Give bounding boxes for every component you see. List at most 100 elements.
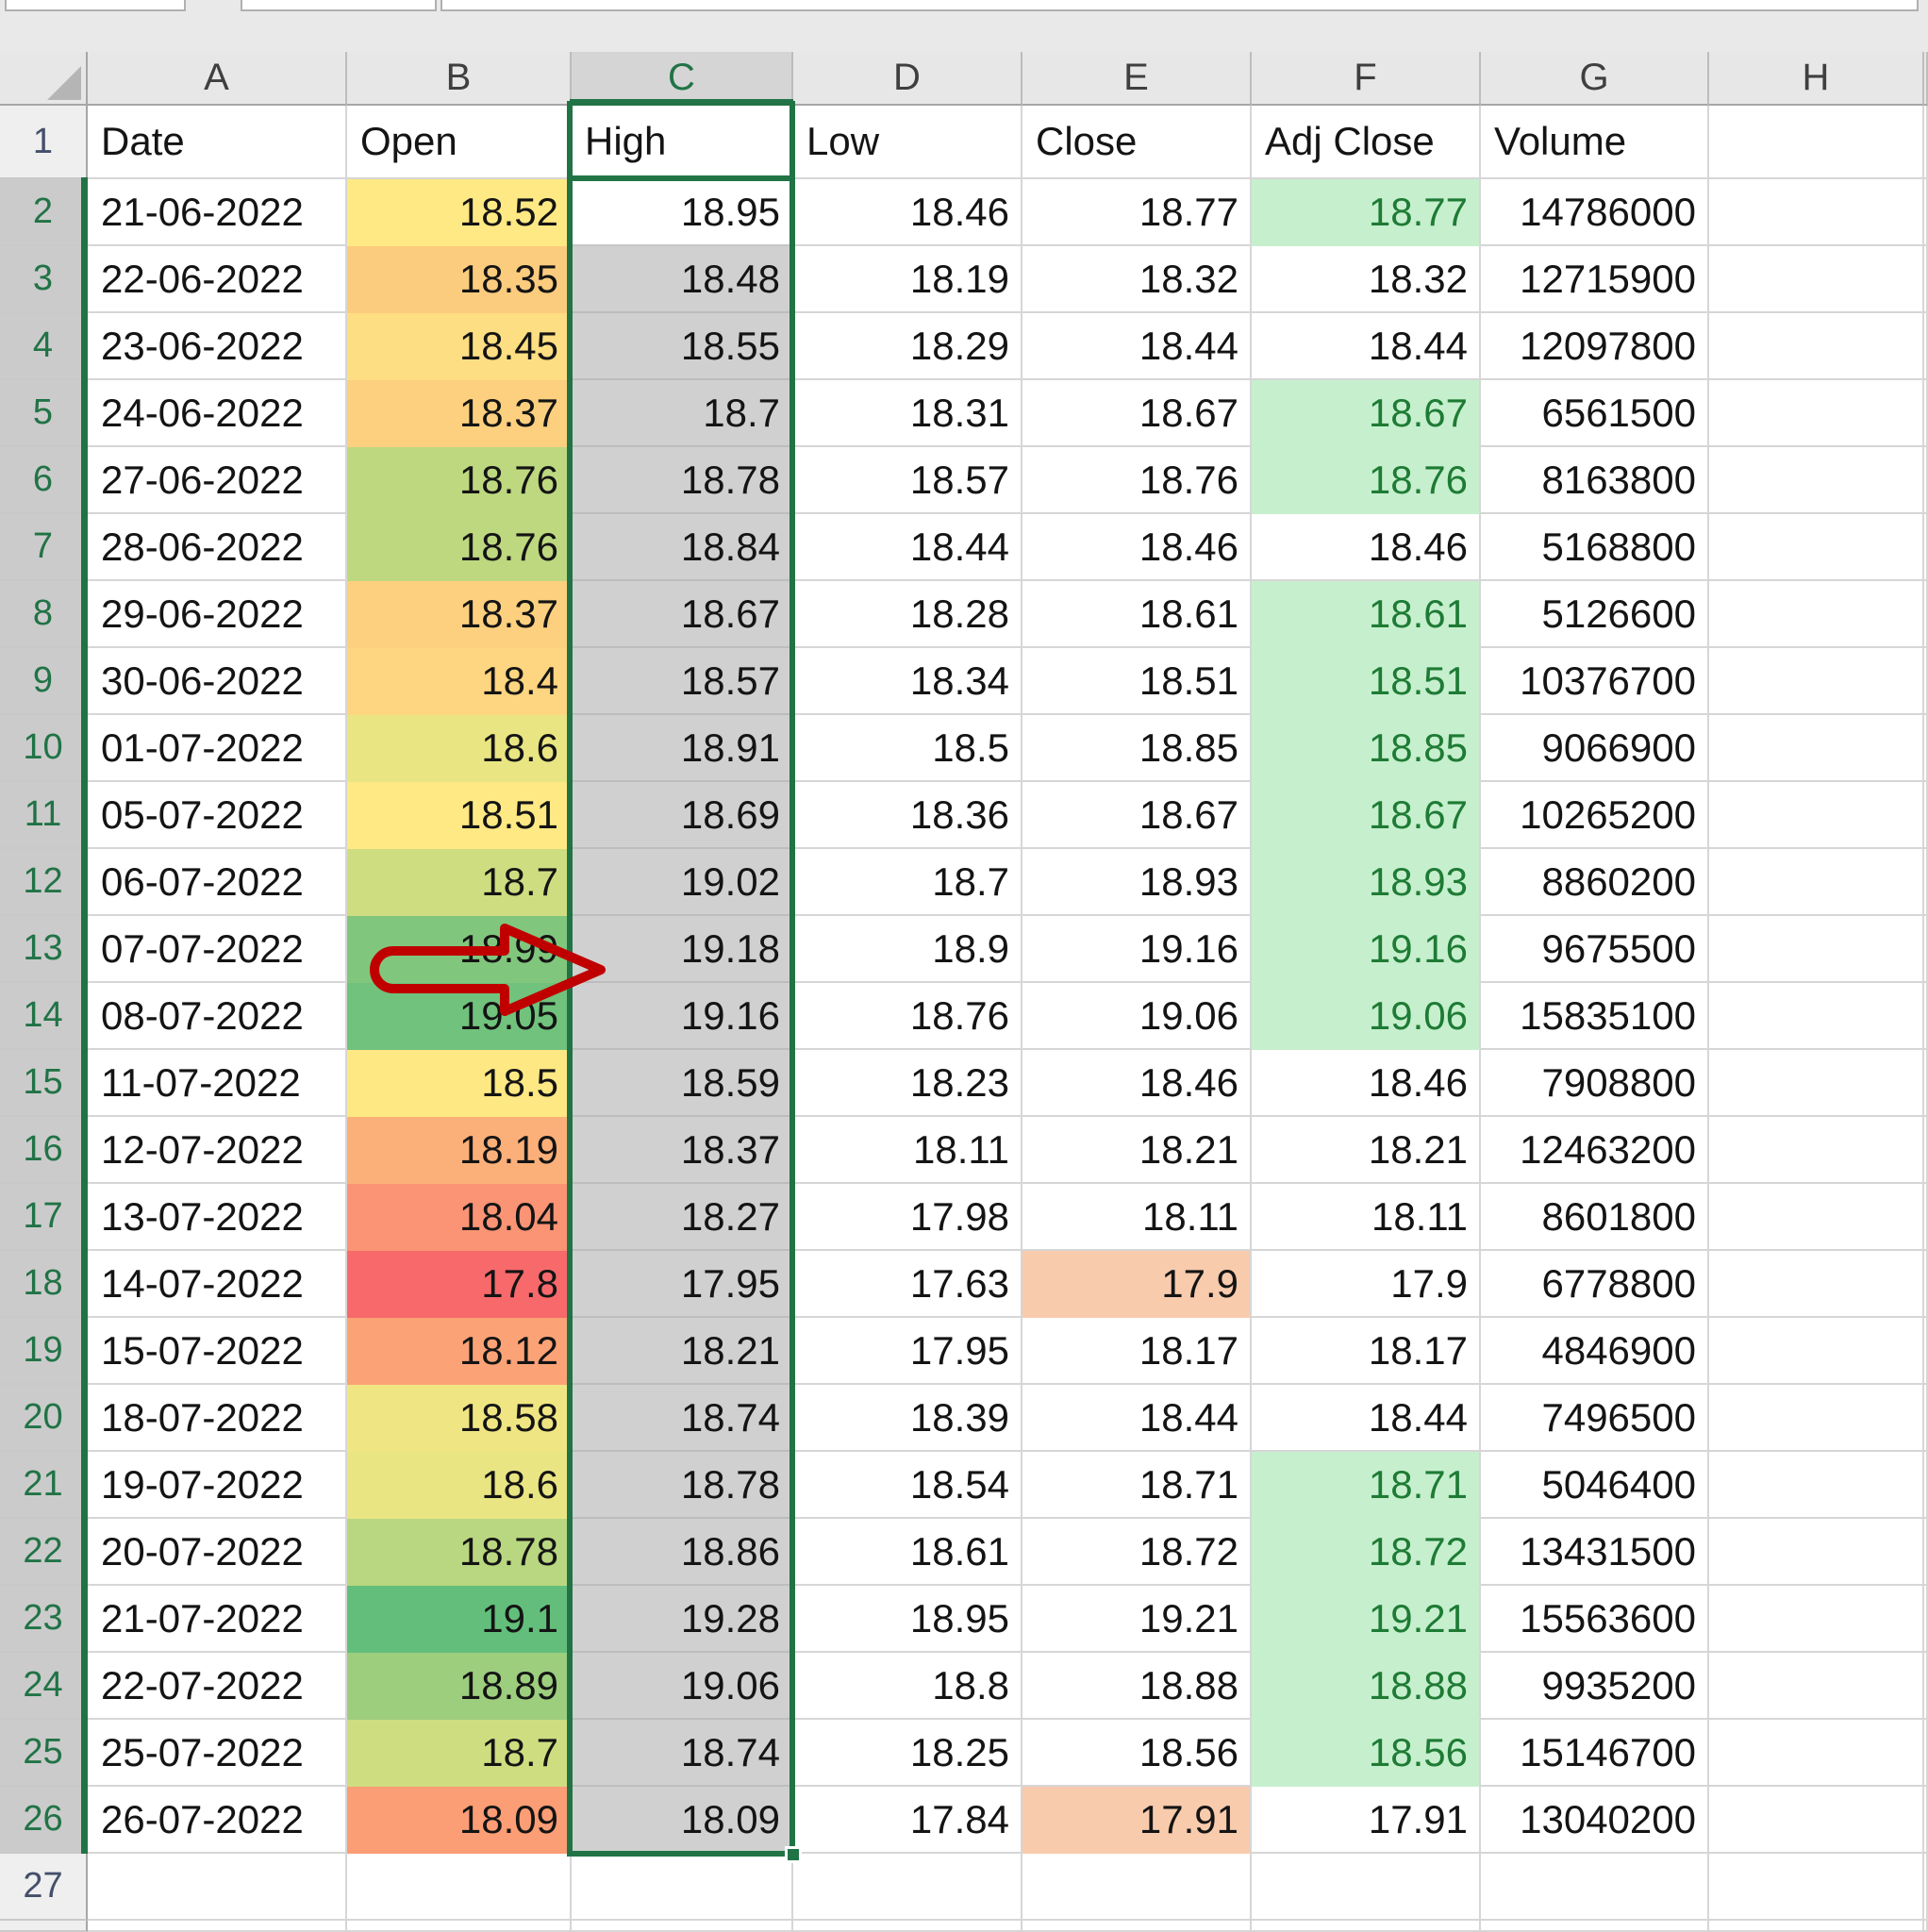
row-number[interactable]: 25	[0, 1720, 88, 1787]
row-number[interactable]: 7	[0, 514, 88, 581]
row-number[interactable]: 20	[0, 1385, 88, 1452]
field-header-volume[interactable]: Volume	[1481, 106, 1709, 179]
fill-handle[interactable]	[785, 1846, 802, 1863]
column-header-e[interactable]: E	[1022, 52, 1252, 106]
cell-empty[interactable]	[1924, 1653, 1928, 1720]
cell-date[interactable]: 12-07-2022	[88, 1117, 347, 1184]
cell-adj-close[interactable]: 18.67	[1252, 782, 1481, 849]
row-number[interactable]: 17	[0, 1184, 88, 1251]
row-number[interactable]: 10	[0, 715, 88, 782]
cell-high[interactable]: 18.67	[572, 581, 793, 648]
row-number[interactable]	[0, 1921, 88, 1932]
cell-empty[interactable]	[1924, 1452, 1928, 1519]
cell-close[interactable]: 17.9	[1022, 1251, 1252, 1318]
cell-volume[interactable]: 8860200	[1481, 849, 1709, 916]
cell-empty[interactable]	[1924, 106, 1928, 179]
cell-close[interactable]: 18.46	[1022, 1050, 1252, 1117]
cell-date[interactable]: 20-07-2022	[88, 1519, 347, 1586]
column-header-partial[interactable]	[1924, 52, 1928, 106]
cell-date[interactable]: 15-07-2022	[88, 1318, 347, 1385]
row-number[interactable]: 22	[0, 1519, 88, 1586]
cell-low[interactable]: 18.8	[793, 1653, 1022, 1720]
cell-date[interactable]: 30-06-2022	[88, 648, 347, 715]
cell-empty[interactable]	[1709, 648, 1924, 715]
cell-empty[interactable]	[88, 1921, 347, 1932]
cell-volume[interactable]: 6778800	[1481, 1251, 1709, 1318]
cell-volume[interactable]: 9066900	[1481, 715, 1709, 782]
cell-empty[interactable]	[793, 1854, 1022, 1921]
cell-date[interactable]: 23-06-2022	[88, 313, 347, 380]
cell-high[interactable]: 18.55	[572, 313, 793, 380]
row-number[interactable]: 26	[0, 1787, 88, 1854]
cell-low[interactable]: 18.11	[793, 1117, 1022, 1184]
cell-adj-close[interactable]: 19.06	[1252, 983, 1481, 1050]
name-box[interactable]	[5, 0, 186, 11]
cell-adj-close[interactable]: 18.32	[1252, 246, 1481, 313]
cell-high[interactable]: 19.18	[572, 916, 793, 983]
row-number[interactable]: 9	[0, 648, 88, 715]
cell-empty[interactable]	[1709, 1385, 1924, 1452]
cell-open[interactable]: 18.09	[347, 1787, 572, 1854]
cell-adj-close[interactable]: 18.72	[1252, 1519, 1481, 1586]
cell-empty[interactable]	[572, 1854, 793, 1921]
cell-empty[interactable]	[1924, 782, 1928, 849]
cell-low[interactable]: 17.95	[793, 1318, 1022, 1385]
row-number[interactable]: 27	[0, 1854, 88, 1921]
row-number[interactable]: 6	[0, 447, 88, 514]
column-header-f[interactable]: F	[1252, 52, 1481, 106]
cell-volume[interactable]: 12097800	[1481, 313, 1709, 380]
cell-empty[interactable]	[1924, 313, 1928, 380]
column-header-b[interactable]: B	[347, 52, 572, 106]
cell-date[interactable]: 14-07-2022	[88, 1251, 347, 1318]
cell-high[interactable]: 19.16	[572, 983, 793, 1050]
cell-date[interactable]: 11-07-2022	[88, 1050, 347, 1117]
column-header-g[interactable]: G	[1481, 52, 1709, 106]
cell-low[interactable]: 18.61	[793, 1519, 1022, 1586]
cell-close[interactable]: 18.93	[1022, 849, 1252, 916]
cell-close[interactable]: 18.17	[1022, 1318, 1252, 1385]
cell-open[interactable]: 18.58	[347, 1385, 572, 1452]
cell-volume[interactable]: 9675500	[1481, 916, 1709, 983]
cell-close[interactable]: 19.06	[1022, 983, 1252, 1050]
cell-low[interactable]: 18.23	[793, 1050, 1022, 1117]
row-number[interactable]: 18	[0, 1251, 88, 1318]
cell-empty[interactable]	[1709, 380, 1924, 447]
field-header-close[interactable]: Close	[1022, 106, 1252, 179]
cell-empty[interactable]	[88, 1854, 347, 1921]
cell-date[interactable]: 29-06-2022	[88, 581, 347, 648]
cell-high[interactable]: 18.7	[572, 380, 793, 447]
row-number[interactable]: 1	[0, 106, 88, 179]
cell-close[interactable]: 18.71	[1022, 1452, 1252, 1519]
cell-high[interactable]: 18.57	[572, 648, 793, 715]
cell-low[interactable]: 18.39	[793, 1385, 1022, 1452]
cell-volume[interactable]: 10376700	[1481, 648, 1709, 715]
row-number[interactable]: 13	[0, 916, 88, 983]
cell-low[interactable]: 18.5	[793, 715, 1022, 782]
cell-open[interactable]: 18.45	[347, 313, 572, 380]
cell-empty[interactable]	[1481, 1854, 1709, 1921]
cell-empty[interactable]	[1252, 1921, 1481, 1932]
cell-empty[interactable]	[572, 1921, 793, 1932]
cell-open[interactable]: 19.1	[347, 1586, 572, 1653]
cell-open[interactable]: 18.7	[347, 1720, 572, 1787]
cell-adj-close[interactable]: 18.88	[1252, 1653, 1481, 1720]
cell-date[interactable]: 08-07-2022	[88, 983, 347, 1050]
cell-volume[interactable]: 15146700	[1481, 1720, 1709, 1787]
cell-open[interactable]: 19.05	[347, 983, 572, 1050]
cell-close[interactable]: 18.44	[1022, 1385, 1252, 1452]
cell-volume[interactable]: 5126600	[1481, 581, 1709, 648]
cell-volume[interactable]: 8163800	[1481, 447, 1709, 514]
cell-volume[interactable]: 5046400	[1481, 1452, 1709, 1519]
row-number[interactable]: 15	[0, 1050, 88, 1117]
cell-empty[interactable]	[1022, 1854, 1252, 1921]
cell-volume[interactable]: 7496500	[1481, 1385, 1709, 1452]
cell-volume[interactable]: 14786000	[1481, 179, 1709, 246]
cell-empty[interactable]	[1481, 1921, 1709, 1932]
cell-volume[interactable]: 8601800	[1481, 1184, 1709, 1251]
cell-high[interactable]: 19.28	[572, 1586, 793, 1653]
cell-open[interactable]: 18.4	[347, 648, 572, 715]
cell-empty[interactable]	[1924, 1251, 1928, 1318]
cell-close[interactable]: 18.32	[1022, 246, 1252, 313]
select-all-button[interactable]	[0, 52, 88, 106]
cell-volume[interactable]: 10265200	[1481, 782, 1709, 849]
